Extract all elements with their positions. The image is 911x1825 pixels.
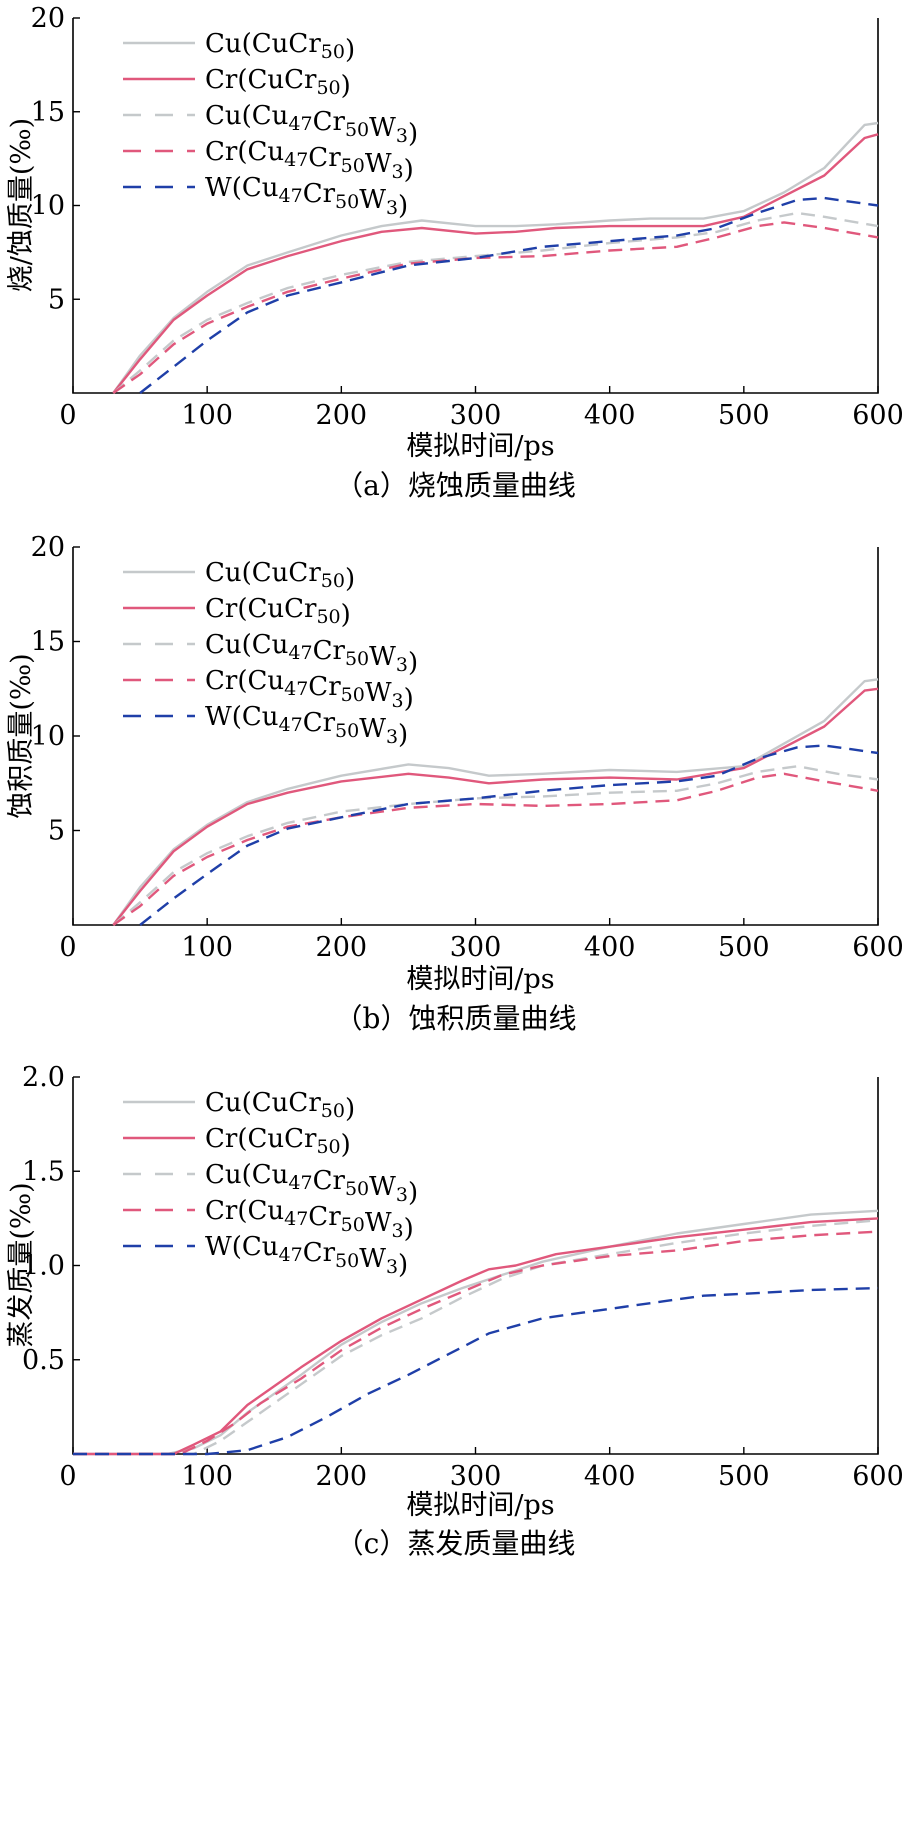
x-tick-label: 200 (316, 1461, 368, 1492)
series-line-cu_w (112, 211, 879, 394)
y-tick-label: 20 (31, 3, 65, 34)
x-tick-label: 0 (59, 1461, 76, 1492)
y-tick-label: 10 (31, 721, 65, 752)
x-tick-label: 600 (852, 932, 904, 963)
legend-label: Cu(Cu47Cr50W3) (205, 1160, 418, 1208)
legend-label: Cu(Cu47Cr50W3) (205, 101, 418, 149)
legend-label: Cr(CuCr50) (205, 65, 351, 101)
x-tick-label: 500 (718, 1461, 770, 1492)
y-tick-label: 2.0 (22, 1062, 65, 1093)
x-tick-label: 0 (59, 932, 76, 963)
legend-label: Cr(Cu47Cr50W3) (205, 1196, 414, 1244)
legend-label: W(Cu47Cr50W3) (205, 1232, 408, 1280)
x-tick-label: 400 (584, 932, 636, 963)
y-tick-label: 5 (48, 284, 65, 315)
chart-panel-2: 0 100 200 300 400 500 6005101520Cu(CuCr50)Cr(C… (6, 532, 904, 1035)
x-tick-label: 400 (584, 400, 636, 431)
series-line-w_w (139, 196, 879, 394)
y-tick-label: 1.5 (22, 1156, 65, 1187)
chart-panel-3: 0 100 200 300 400 500 600 0.5 1.0 1.5 2.0 Cu(CuCr50… (6, 1062, 904, 1560)
series-line-cr_cucr (73, 1217, 879, 1456)
series-line-cr_w (112, 772, 879, 926)
legend-label: Cr(Cu47Cr50W3) (205, 666, 414, 714)
x-tick-label: 200 (316, 932, 368, 963)
series-line-cr_w (73, 1230, 879, 1456)
x-tick-label: 500 (718, 932, 770, 963)
legend-label: W(Cu47Cr50W3) (205, 173, 408, 221)
x-tick-label: 300 (450, 1461, 502, 1492)
axes-frame (72, 547, 879, 926)
y-tick-label: 10 (31, 191, 65, 222)
x-tick-label: 100 (181, 932, 233, 963)
series-line-cu_cucr (112, 121, 879, 394)
y-tick-label: 15 (31, 97, 65, 128)
y-tick-label: 1.0 (22, 1251, 65, 1282)
x-tick-label: 200 (316, 400, 368, 431)
x-axis-label: 模拟时间/ps (406, 964, 554, 995)
y-axis-label: 烧/蚀质量(‰) (6, 118, 37, 292)
y-tick-label: 5 (48, 816, 65, 847)
series-line-cu_cucr (112, 678, 879, 926)
panel-caption: （c）蒸发质量曲线 (336, 1527, 576, 1560)
x-tick-label: 0 (59, 400, 76, 431)
legend-label: Cr(Cu47Cr50W3) (205, 137, 414, 185)
series-line-cr_cucr (112, 687, 879, 926)
axes-frame (72, 1077, 879, 1455)
x-tick-label: 300 (450, 932, 502, 963)
y-tick-label: 0.5 (22, 1345, 65, 1376)
x-tick-label: 100 (181, 400, 233, 431)
panel-caption: （a）烧蚀质量曲线 (335, 469, 576, 502)
x-tick-label: 600 (852, 400, 904, 431)
x-tick-label: 100 (181, 1461, 233, 1492)
series-line-w_w (139, 744, 879, 926)
legend-label: Cu(CuCr50) (205, 1088, 355, 1124)
y-axis-label: 蒸发质量(‰) (6, 1182, 37, 1347)
series-line-w_w (73, 1286, 879, 1456)
y-tick-label: 15 (31, 627, 65, 658)
chart-panel-1: 0 100 200 300 400 500 6005101520Cu(CuCr50)Cr(C… (6, 3, 904, 502)
legend-label: Cu(CuCr50) (205, 29, 355, 65)
legend-label: Cu(Cu47Cr50W3) (205, 630, 418, 678)
x-tick-label: 400 (584, 1461, 636, 1492)
series-line-cr_cucr (112, 133, 879, 394)
x-axis-label: 模拟时间/ps (406, 431, 554, 462)
legend-label: W(Cu47Cr50W3) (205, 702, 408, 750)
x-tick-label: 600 (852, 1461, 904, 1492)
y-axis-label: 蚀积质量(‰) (6, 653, 37, 818)
legend-label: Cu(CuCr50) (205, 558, 355, 594)
series-line-cu_w (73, 1219, 879, 1456)
series-line-cu_cucr (73, 1209, 879, 1456)
series-line-cu_w (112, 765, 879, 926)
legend-label: Cr(CuCr50) (205, 594, 351, 630)
panel-caption: （b）蚀积质量曲线 (335, 1002, 577, 1035)
x-tick-label: 500 (718, 400, 770, 431)
series-line-cr_w (112, 221, 879, 394)
legend-label: Cr(CuCr50) (205, 1124, 351, 1160)
x-axis-label: 模拟时间/ps (406, 1490, 554, 1521)
x-tick-label: 300 (450, 400, 502, 431)
y-tick-label: 20 (31, 532, 65, 563)
